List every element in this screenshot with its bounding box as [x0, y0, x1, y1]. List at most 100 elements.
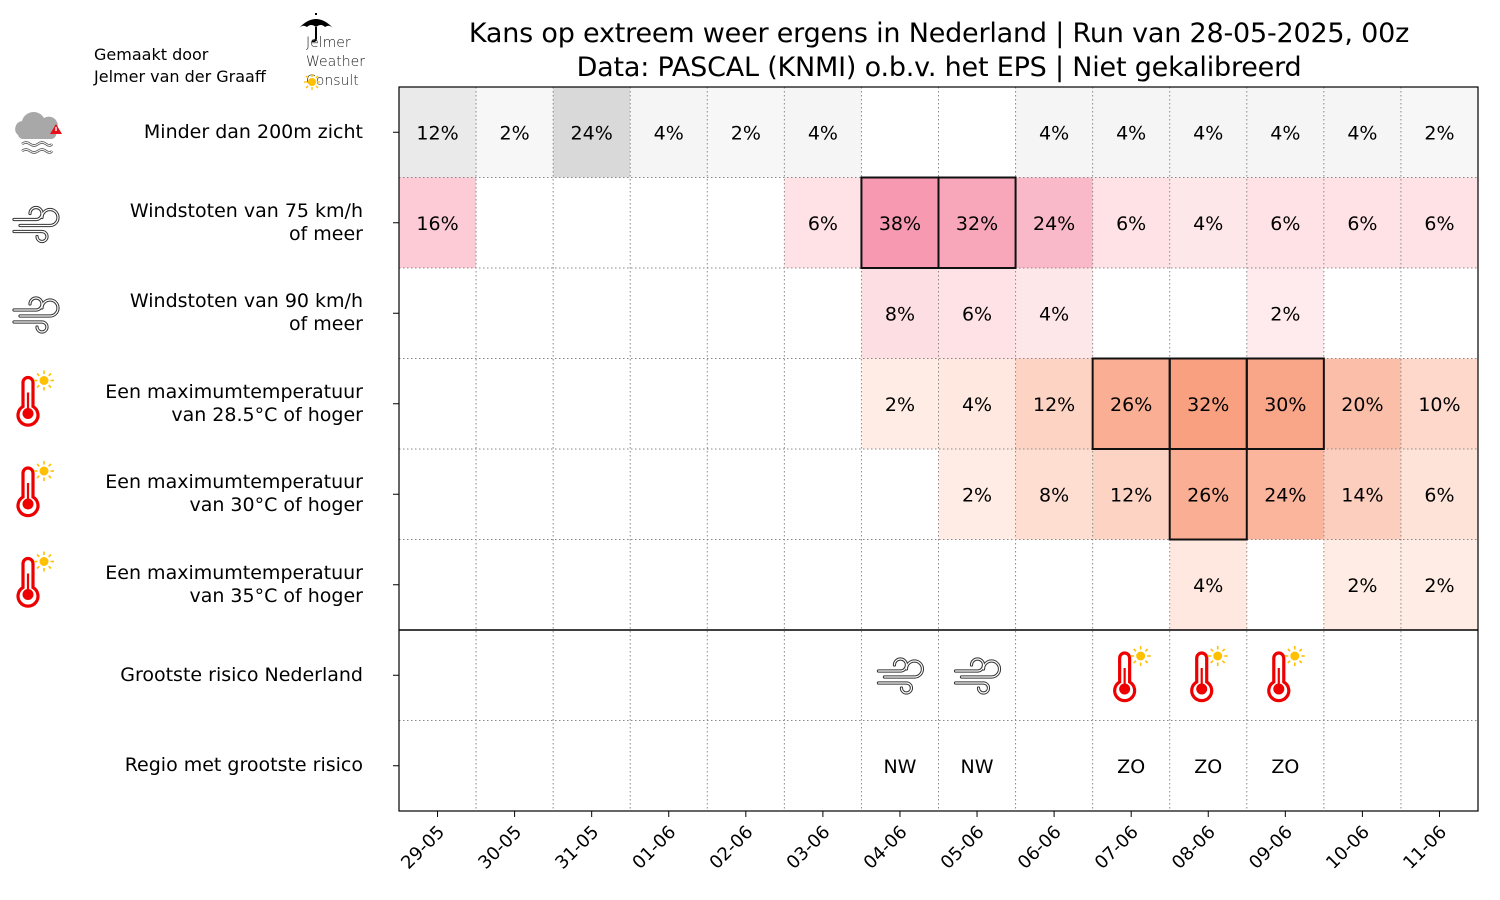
x-tick-label: 05-06	[937, 822, 989, 874]
cell-value-label: 6%	[1424, 484, 1454, 506]
umbrella-icon	[299, 13, 333, 42]
cell-value-label: 26%	[1187, 484, 1229, 506]
x-tick-label: 11-06	[1399, 822, 1451, 874]
heatmap-cell	[1092, 87, 1170, 178]
cell-value-label: 2%	[731, 122, 761, 144]
row-label: Een maximumtemperatuur van 35°C of hoger	[105, 562, 363, 608]
heatmap-cell	[784, 177, 862, 268]
region-label: ZO	[1271, 756, 1299, 778]
x-tick-label: 07-06	[1091, 822, 1143, 874]
row-label-line-2: of meer	[288, 313, 363, 336]
cell-value-label: 6%	[1424, 213, 1454, 235]
heatmap-cell	[861, 177, 939, 268]
wind-icon	[876, 657, 925, 695]
heatmap-cell	[1169, 87, 1247, 178]
cell-value-label: 4%	[1347, 122, 1377, 144]
highlight-box	[1168, 448, 1248, 541]
cell-value-label: 4%	[1193, 122, 1223, 144]
cell-value-label: 24%	[1264, 484, 1306, 506]
heatmap-cell	[1015, 177, 1093, 268]
sun-icon	[304, 74, 320, 90]
summary-row-label: Grootste risico Nederland	[120, 663, 363, 686]
cell-value-label: 32%	[956, 213, 998, 235]
heatmap-cell	[1323, 358, 1401, 449]
heatmap-cell	[1246, 268, 1324, 359]
cell-value-label: 12%	[1033, 394, 1075, 416]
cell-value-label: 2%	[885, 394, 915, 416]
cell-value-label: 8%	[885, 303, 915, 325]
row-label-line-1: Een maximumtemperatuur	[105, 561, 363, 584]
heatmap-cell	[1092, 177, 1170, 268]
row-label-line-2: van 30°C of hoger	[189, 494, 363, 517]
thermometer-sun-icon	[1267, 644, 1307, 703]
row-label-line-1: Een maximumtemperatuur	[105, 471, 363, 494]
heatmap-cell	[1015, 87, 1093, 178]
heatmap-cell	[1015, 449, 1093, 540]
x-tick-label: 04-06	[860, 822, 912, 874]
heatmap-cell	[630, 87, 708, 178]
x-tick-label: 10-06	[1322, 822, 1374, 874]
heatmap-cell	[1169, 539, 1247, 630]
x-tick-label: 02-06	[706, 822, 758, 874]
logo-line-3: Consult	[306, 73, 359, 89]
cell-value-label: 20%	[1341, 394, 1383, 416]
cell-value-label: 4%	[1116, 122, 1146, 144]
wind-icon	[953, 657, 1002, 695]
cell-value-label: 2%	[1424, 122, 1454, 144]
heatmap-cell	[399, 87, 477, 178]
cell-value-label: 6%	[962, 303, 992, 325]
row-label-line-2: van 28.5°C of hoger	[171, 403, 363, 426]
x-tick-label: 29-05	[397, 822, 449, 874]
cell-value-label: 4%	[962, 394, 992, 416]
cell-value-label: 2%	[500, 122, 530, 144]
row-label: Windstoten van 75 km/h of meer	[130, 200, 363, 246]
summary-row-label: Regio met grootste risico	[124, 754, 363, 777]
cell-value-label: 8%	[1039, 484, 1069, 506]
heatmap-cell	[861, 358, 939, 449]
credit-line-2: Jelmer van der Graaff	[94, 67, 266, 86]
logo-line-2: Weather	[306, 54, 365, 70]
thermometer-sun-icon	[16, 459, 56, 518]
thermometer-sun-icon	[1113, 644, 1153, 703]
cell-value-label: 6%	[1116, 213, 1146, 235]
thermometer-sun-icon	[1190, 644, 1230, 703]
heatmap-cell	[399, 177, 477, 268]
row-label: Een maximumtemperatuur van 30°C of hoger	[105, 471, 363, 517]
heatmap-cell	[1400, 539, 1478, 630]
heatmap-cell	[1323, 449, 1401, 540]
cell-value-label: 26%	[1110, 394, 1152, 416]
heatmap-cell	[476, 87, 554, 178]
heatmap-cell	[1400, 358, 1478, 449]
row-label: Minder dan 200m zicht	[144, 121, 363, 144]
heatmap-cell	[938, 358, 1016, 449]
cell-value-label: 2%	[1347, 575, 1377, 597]
cell-value-label: 10%	[1418, 394, 1460, 416]
cell-value-label: 4%	[1193, 213, 1223, 235]
row-label-line-2: of meer	[288, 222, 363, 245]
region-label: ZO	[1194, 756, 1222, 778]
wind-icon	[12, 296, 60, 334]
cell-value-label: 32%	[1187, 394, 1229, 416]
x-tick-label: 01-06	[628, 822, 680, 874]
cell-value-label: 6%	[1347, 213, 1377, 235]
credit-text: Gemaakt door Jelmer van der Graaff	[94, 44, 266, 88]
heatmap-cell	[1092, 449, 1170, 540]
logo: Jelmer Weather Consult	[296, 12, 376, 94]
heatmap-cell	[1015, 358, 1093, 449]
heatmap-cell	[1400, 87, 1478, 178]
x-tick-label: 06-06	[1014, 822, 1066, 874]
x-tick-label: 09-06	[1245, 822, 1297, 874]
cell-value-label: 12%	[416, 122, 458, 144]
heatmap-cell	[861, 268, 939, 359]
cell-value-label: 30%	[1264, 394, 1306, 416]
credit-line-1: Gemaakt door	[94, 45, 209, 64]
region-label: NW	[961, 756, 994, 778]
cell-value-label: 2%	[1424, 575, 1454, 597]
heatmap-cell	[1323, 177, 1401, 268]
x-tick-label: 31-05	[551, 822, 603, 874]
row-label-line-1: Een maximumtemperatuur	[105, 380, 363, 403]
region-label: NW	[883, 756, 916, 778]
fog-warning-icon	[13, 110, 64, 154]
chart-subtitle: Data: PASCAL (KNMI) o.b.v. het EPS | Nie…	[576, 52, 1302, 83]
